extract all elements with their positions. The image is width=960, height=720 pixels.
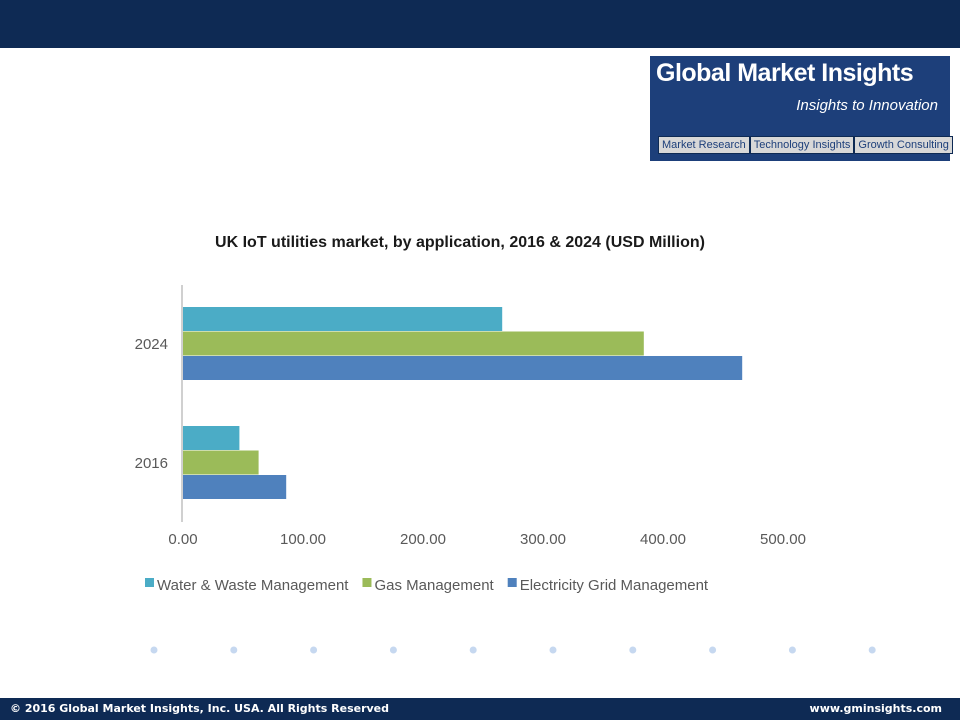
bar-chart: 2024 2016 0.00 100.00 200.00 300.00 400.00 500.… — [135, 285, 806, 594]
bar-2016-series-1 — [183, 426, 240, 450]
x-tick-label: 500.00 — [760, 531, 806, 548]
legend-swatch-2 — [362, 578, 372, 587]
y-tick-label: 2024 — [135, 336, 168, 353]
x-tick-label: 100.00 — [280, 531, 326, 548]
bar-2016-series-2 — [183, 450, 259, 475]
decorative-dot — [230, 646, 238, 654]
decorative-dot — [709, 646, 717, 654]
logo-tabs: Market Research Technology Insights Grow… — [658, 136, 953, 154]
x-tick-label: 400.00 — [640, 531, 686, 548]
legend-label-1: Water & Waste Management — [157, 577, 349, 594]
legend-label-2: Gas Management — [374, 577, 494, 594]
bar-2016-series-3 — [183, 475, 287, 499]
decorative-dot — [549, 646, 557, 654]
legend-swatch-3 — [507, 578, 517, 587]
decorative-dot — [310, 646, 318, 654]
decorative-dot — [788, 646, 796, 654]
logo-tab-technology-insights: Technology Insights — [749, 136, 855, 154]
x-tick-label: 300.00 — [520, 531, 566, 548]
y-tick-label: 2016 — [135, 455, 168, 472]
bar-2024-series-2 — [183, 331, 644, 356]
x-tick-label: 0.00 — [168, 531, 197, 548]
bar-2024-series-1 — [183, 307, 503, 331]
decorative-dot — [389, 646, 397, 654]
legend-swatch-1 — [145, 578, 154, 587]
decorative-dot — [868, 646, 876, 654]
company-logo: Global Market Insights Insights to Innov… — [650, 56, 953, 161]
logo-tagline: Insights to Innovation — [796, 97, 938, 114]
logo-tab-market-research: Market Research — [658, 136, 750, 154]
decorative-dot — [469, 646, 477, 654]
decorative-dot — [150, 646, 158, 654]
decorative-dot — [629, 646, 637, 654]
logo-tab-growth-consulting: Growth Consulting — [854, 136, 953, 154]
copyright-text: © 2016 Global Market Insights, Inc. USA.… — [10, 702, 390, 715]
chart-title: UK IoT utilities market, by application,… — [215, 234, 705, 251]
footer-bar: © 2016 Global Market Insights, Inc. USA.… — [0, 698, 960, 720]
x-tick-label: 200.00 — [400, 531, 446, 548]
logo-title: Global Market Insights — [656, 59, 914, 87]
slide-dots — [150, 646, 876, 654]
header-bar — [0, 0, 960, 48]
website-link[interactable]: www.gminsights.com — [809, 702, 942, 715]
bar-2024-series-3 — [183, 356, 743, 380]
legend-label-3: Electricity Grid Management — [520, 577, 709, 594]
